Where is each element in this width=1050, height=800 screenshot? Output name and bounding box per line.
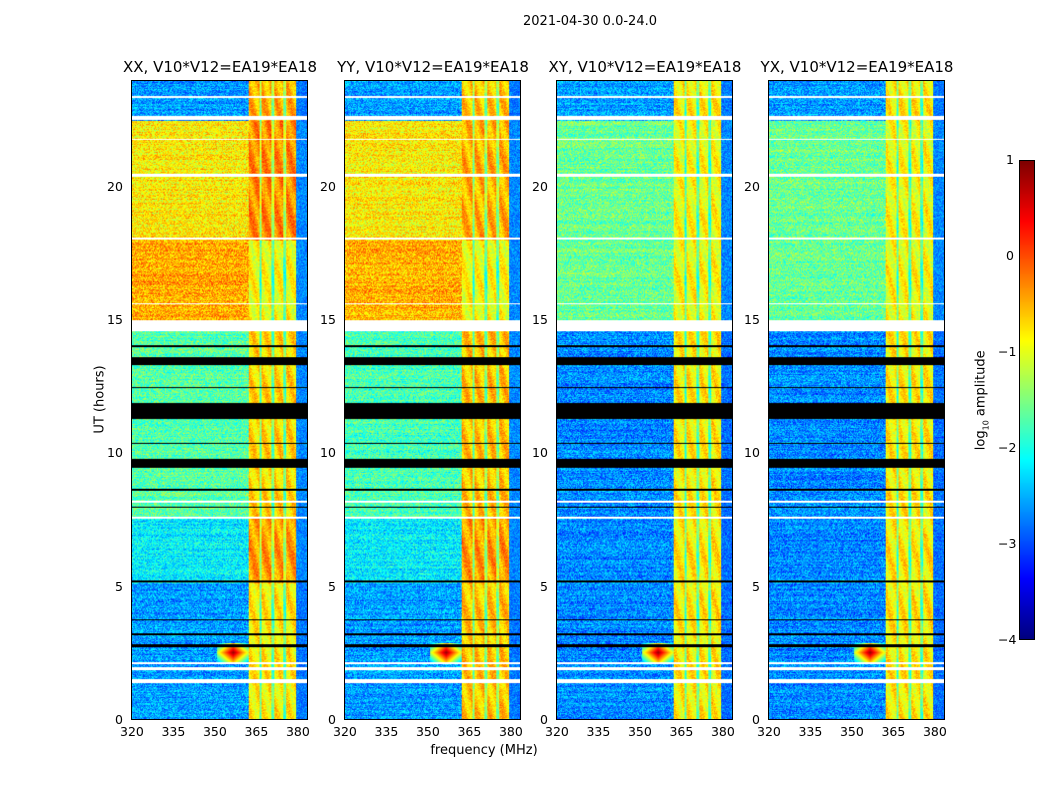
x-axis-label: frequency (MHz) (430, 743, 538, 758)
panel-title: YX, V10*V12=EA19*EA18 (760, 58, 954, 76)
x-tick-label: 320 (545, 724, 569, 739)
y-tick-label: 0 (328, 712, 336, 727)
panel-title: XY, V10*V12=EA19*EA18 (548, 58, 742, 76)
y-tick-label: 5 (115, 578, 123, 594)
y-tick-label: 20 (320, 178, 336, 194)
colorbar-tick-label: −2 (998, 440, 1017, 455)
x-tick-label: 380 (285, 724, 310, 739)
x-tick-label: 350 (415, 724, 440, 739)
x-tick-label: 320 (333, 724, 357, 739)
x-tick-label: 365 (244, 724, 269, 739)
y-axis-label: UT (hours) (92, 365, 108, 434)
x-tick-label: 335 (798, 724, 823, 739)
heatmap-cells (345, 81, 520, 719)
figure-title: 2021-04-30 0.0-24.0 (523, 14, 657, 29)
colorbar-label: log10 amplitude (973, 350, 991, 451)
y-tick-label: 10 (320, 445, 336, 461)
y-tick-label: 20 (107, 178, 123, 194)
y-tick-label: 15 (320, 312, 336, 327)
y-tick-label: 5 (752, 578, 760, 594)
x-tick-label: 320 (120, 724, 144, 739)
y-tick-label: 0 (752, 712, 760, 727)
y-tick-label: 15 (107, 312, 123, 327)
colorbar-tick-label: −1 (998, 344, 1017, 359)
colorbar-tick-label: 0 (1006, 248, 1014, 263)
heatmap-panel-xy (556, 80, 733, 720)
heatmap-cells (132, 81, 307, 719)
heatmap-cells (557, 81, 732, 719)
colorbar-tick-label: −3 (998, 536, 1017, 551)
heatmap-panel-yx (768, 80, 945, 720)
x-tick-label: 350 (627, 724, 652, 739)
y-tick-label: 5 (540, 578, 548, 594)
x-tick-label: 350 (202, 724, 227, 739)
y-tick-label: 5 (328, 578, 336, 594)
heatmap-cells (769, 81, 944, 719)
x-tick-label: 380 (710, 724, 735, 739)
y-tick-label: 10 (744, 445, 760, 461)
y-tick-label: 10 (532, 445, 548, 461)
y-tick-label: 0 (115, 712, 123, 727)
y-tick-label: 10 (107, 445, 123, 461)
panel-title: XX, V10*V12=EA19*EA18 (122, 58, 317, 76)
colorbar (1019, 160, 1035, 640)
y-tick-label: 20 (532, 178, 548, 194)
x-tick-label: 335 (586, 724, 611, 739)
y-tick-label: 15 (744, 312, 760, 327)
x-tick-label: 365 (669, 724, 694, 739)
y-tick-label: 0 (540, 712, 548, 727)
x-tick-label: 350 (839, 724, 864, 739)
x-tick-label: 320 (757, 724, 781, 739)
heatmap-panel-xx (131, 80, 308, 720)
x-tick-label: 380 (498, 724, 523, 739)
y-tick-label: 20 (744, 178, 760, 194)
panel-title: YY, V10*V12=EA19*EA18 (337, 58, 529, 76)
colorbar-tick-label: 1 (1006, 152, 1014, 167)
x-tick-label: 335 (374, 724, 399, 739)
heatmap-panel-yy (344, 80, 521, 720)
x-tick-label: 380 (922, 724, 947, 739)
x-tick-label: 365 (457, 724, 482, 739)
colorbar-tick-label: −4 (998, 632, 1017, 647)
x-tick-label: 365 (881, 724, 906, 739)
x-tick-label: 335 (161, 724, 186, 739)
y-tick-label: 15 (532, 312, 548, 327)
